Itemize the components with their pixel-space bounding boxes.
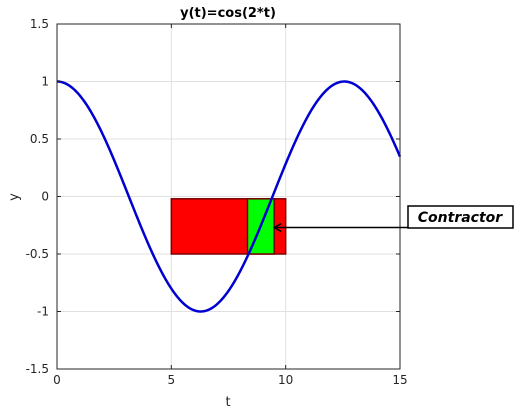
y-tick-label: 1 — [41, 75, 49, 89]
y-tick-label: 0.5 — [30, 132, 49, 146]
y-tick-label: -1.5 — [26, 362, 49, 376]
y-tick-label: 1.5 — [30, 17, 49, 31]
x-tick-label: 0 — [53, 373, 61, 387]
y-axis-label: y — [7, 193, 22, 201]
annotation-arrow-head — [272, 222, 282, 233]
y-tick-label: -0.5 — [26, 247, 49, 261]
x-tick-label: 5 — [168, 373, 176, 387]
annotation-box — [407, 205, 514, 229]
contractor-annotation: Contractor — [272, 205, 514, 233]
curve-layer — [56, 80, 402, 313]
x-tick-label: 10 — [278, 373, 293, 387]
grid-layer — [56, 23, 401, 370]
y-tick-label: -1 — [37, 305, 49, 319]
annotation-text: Contractor — [418, 210, 504, 226]
curve-line — [56, 80, 402, 313]
chart-title: y(t)=cos(2*t) — [180, 6, 276, 21]
y-tick-label: 0 — [41, 190, 49, 204]
x-tick-label: 15 — [392, 373, 407, 387]
tick-layer: 0 5 10 15 -1.5 -1 -0.5 0 0.5 1 1.5 — [26, 17, 408, 387]
x-axis-label: t — [225, 395, 230, 410]
